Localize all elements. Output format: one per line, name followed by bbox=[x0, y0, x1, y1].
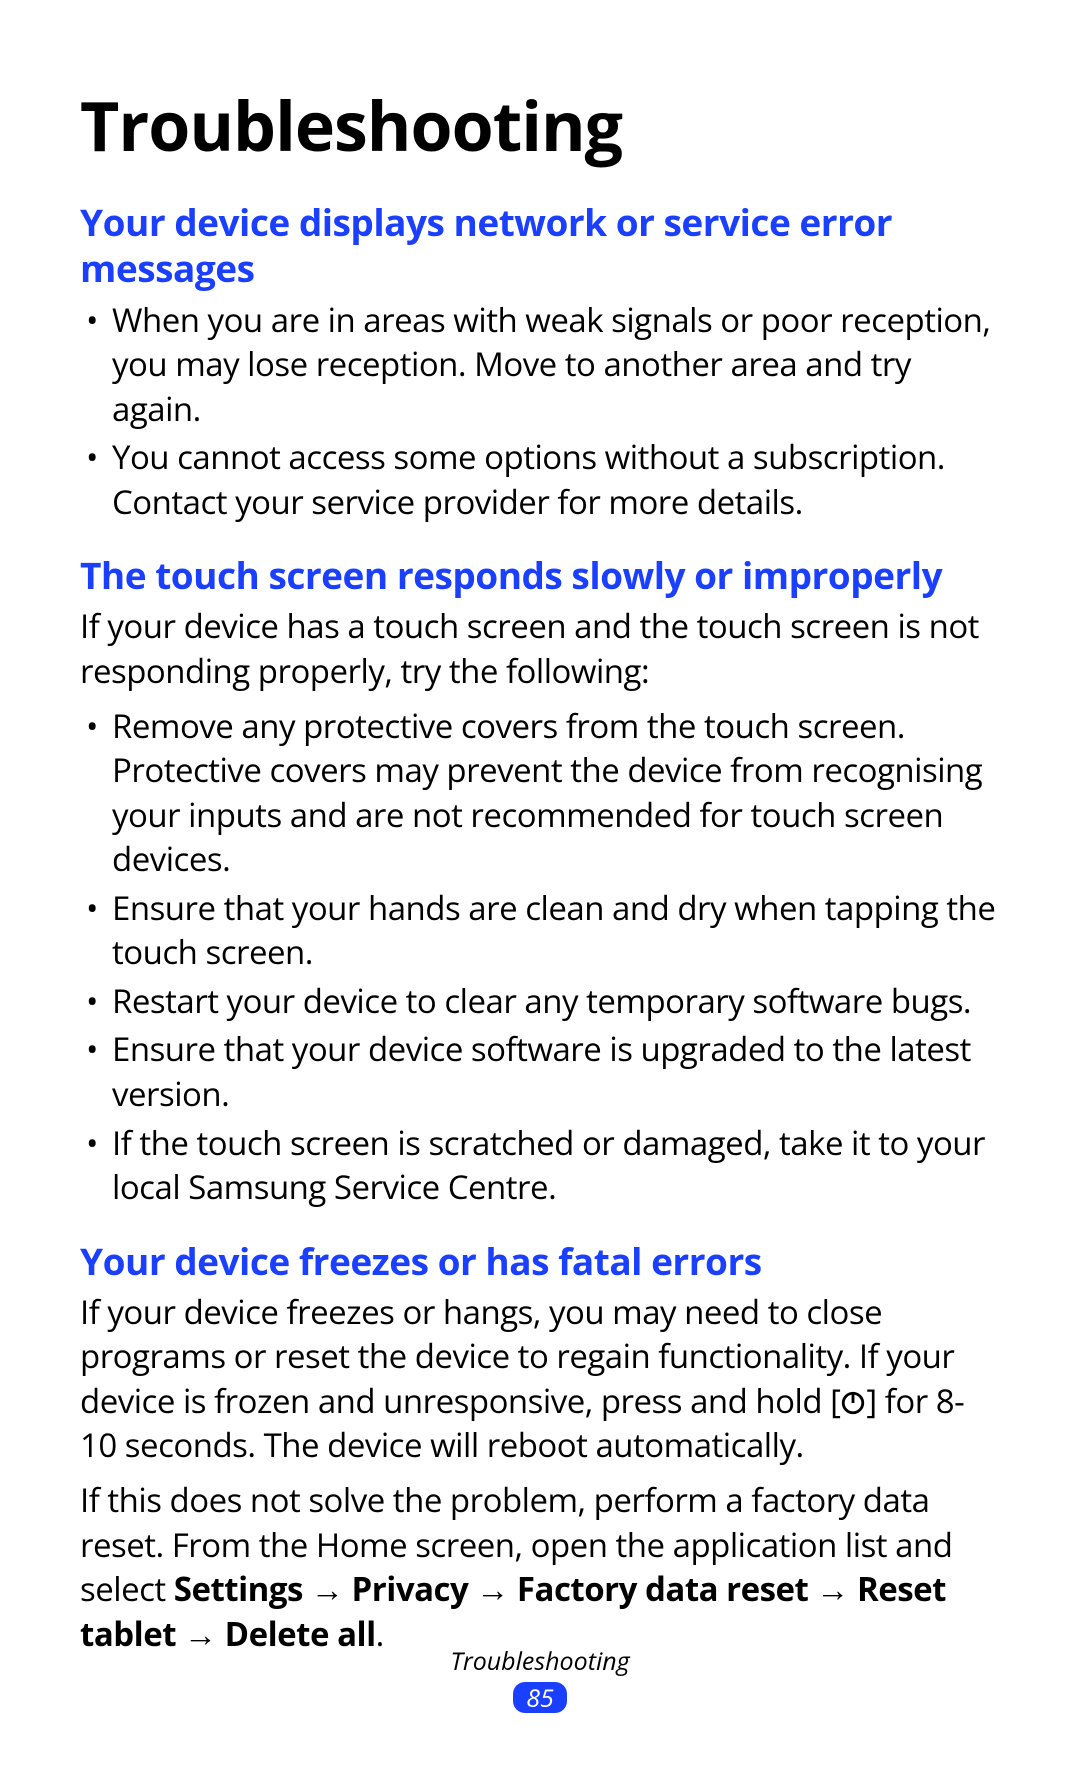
list-item: If the touch screen is scratched or dama… bbox=[80, 1121, 1000, 1210]
section-heading-freezes: Your device freezes or has fatal errors bbox=[80, 1238, 1000, 1284]
list-item: Ensure that your hands are clean and dry… bbox=[80, 886, 1000, 975]
page-footer: Troubleshooting 85 bbox=[0, 1644, 1080, 1714]
body-text-freezes-2: If this does not solve the problem, perf… bbox=[80, 1478, 1000, 1656]
list-item: You cannot access some options without a… bbox=[80, 435, 1000, 524]
page-number-badge: 85 bbox=[513, 1682, 567, 1714]
power-icon bbox=[840, 1390, 866, 1416]
section-heading-network-errors: Your device displays network or service … bbox=[80, 199, 1000, 292]
footer-section-label: Troubleshooting bbox=[0, 1644, 1080, 1678]
bullet-list-network: When you are in areas with weak signals … bbox=[80, 298, 1000, 525]
text-fragment: If your device freezes or hangs, you may… bbox=[80, 1289, 954, 1423]
bullet-list-touch: Remove any protective covers from the to… bbox=[80, 704, 1000, 1210]
list-item: Restart your device to clear any tempora… bbox=[80, 979, 1000, 1024]
list-item: When you are in areas with weak signals … bbox=[80, 298, 1000, 432]
document-page: Troubleshooting Your device displays net… bbox=[0, 0, 1080, 1771]
section-heading-touch-screen: The touch screen responds slowly or impr… bbox=[80, 552, 1000, 598]
list-item: Ensure that your device software is upgr… bbox=[80, 1027, 1000, 1116]
intro-text-touch: If your device has a touch screen and th… bbox=[80, 604, 1000, 693]
list-item: Remove any protective covers from the to… bbox=[80, 704, 1000, 882]
body-text-freezes-1: If your device freezes or hangs, you may… bbox=[80, 1290, 1000, 1468]
page-title: Troubleshooting bbox=[80, 78, 1000, 171]
menu-path-bold: Settings → Privacy → Factory data reset … bbox=[80, 1566, 946, 1656]
